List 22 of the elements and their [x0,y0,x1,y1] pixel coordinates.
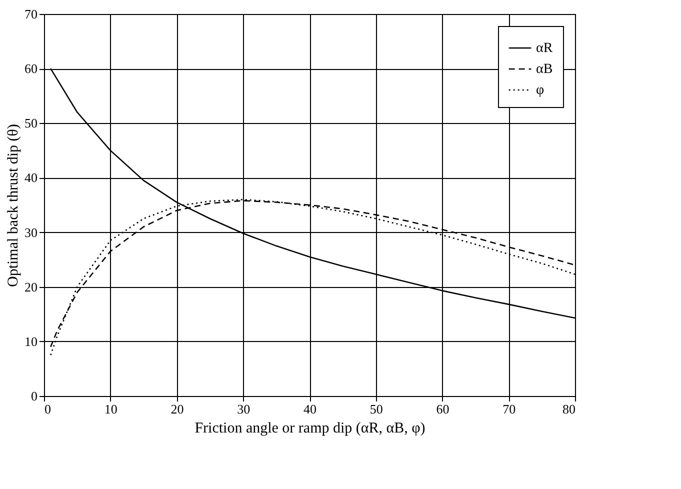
x-tick-label: 30 [237,402,250,416]
y-tick-label: 40 [24,170,38,186]
y-tick-label: 70 [24,6,38,22]
legend-label: αR [536,41,554,56]
x-tick-label: 80 [562,402,576,416]
x-tick-label: 10 [104,402,118,416]
y-tick-label: 10 [24,334,38,349]
x-tick-label: 40 [304,402,316,416]
x-tick-label: 0 [44,402,51,416]
legend-label: φ [536,83,544,98]
y-tick-label: 0 [31,388,38,404]
y-tick-label: 50 [24,116,38,131]
x-tick-label: 70 [502,402,516,416]
y-axis-title: Optimal back thrust dip (θ) [6,124,22,287]
x-tick-label: 60 [436,402,450,416]
legend-label: αB [536,62,553,77]
y-tick-label: 20 [24,279,38,294]
x-axis-title: Friction angle or ramp dip (αR, αB, φ) [194,420,426,436]
y-tick-label: 60 [24,61,38,76]
x-tick-label: 20 [170,402,184,416]
y-tick-label: 30 [24,224,38,240]
x-tick-label: 50 [370,402,383,416]
